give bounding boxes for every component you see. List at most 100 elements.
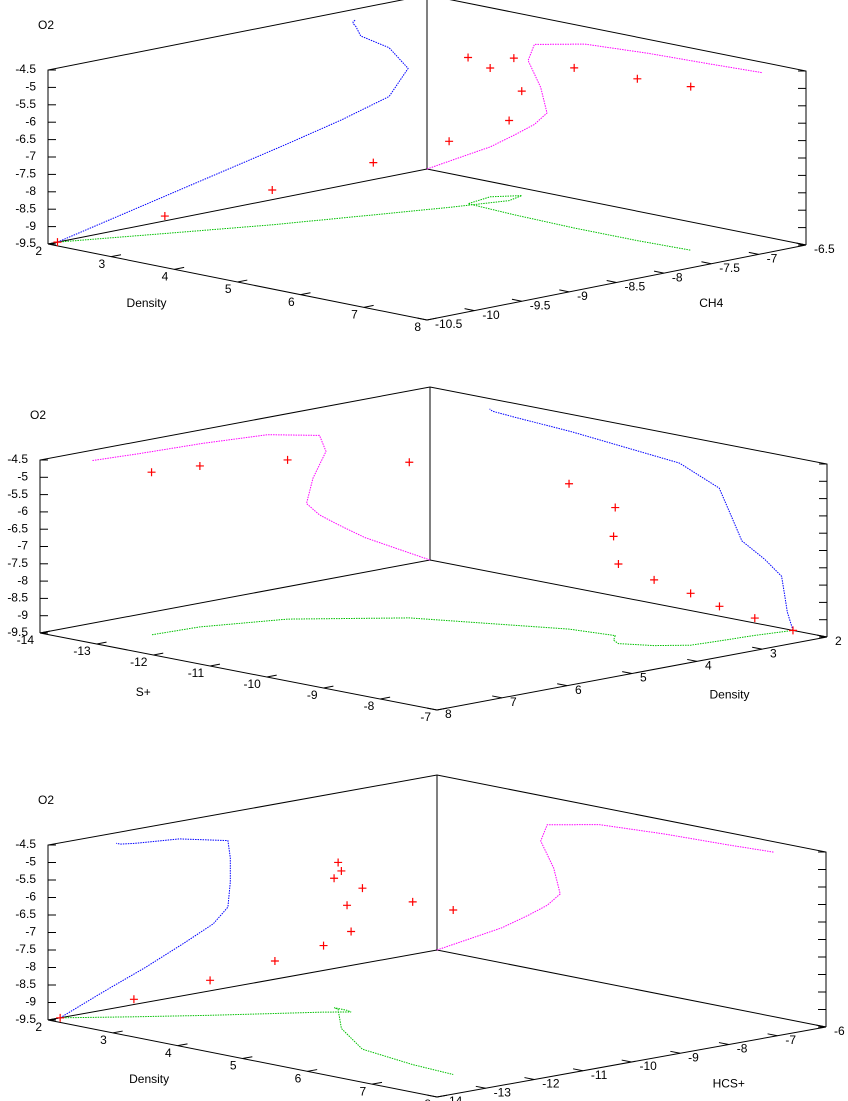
z-tick-label: -9.5 bbox=[7, 625, 28, 639]
a-tick bbox=[111, 254, 122, 258]
a-tick-label: 7 bbox=[359, 1084, 366, 1098]
point bbox=[319, 941, 328, 950]
point bbox=[570, 63, 579, 72]
projection-z bbox=[151, 617, 794, 647]
panel: -9.5 -9 -8.5 -8 -7.5 -7 -6.5 -6 -5.5 -5 -4.5 O2 2 3 4 5… bbox=[15, 774, 845, 1101]
b-tick-label: 8 bbox=[445, 707, 452, 721]
point bbox=[464, 53, 473, 62]
point bbox=[270, 956, 279, 965]
point bbox=[686, 589, 695, 598]
z-axis-label: O2 bbox=[38, 793, 54, 807]
b-tick bbox=[718, 1042, 729, 1045]
point bbox=[268, 185, 277, 194]
point bbox=[405, 458, 414, 467]
a-tick bbox=[372, 1081, 383, 1085]
panel: -9.5 -9 -8.5 -8 -7.5 -7 -6.5 -6 -5.5 -5 -4.5 O2 2 3 4 5… bbox=[15, 0, 835, 334]
b-tick bbox=[524, 1077, 535, 1080]
point bbox=[343, 901, 352, 910]
z-tick-label: -4.5 bbox=[7, 452, 28, 466]
b-axis-label: CH4 bbox=[699, 296, 723, 310]
a-tick bbox=[323, 685, 334, 689]
b-tick-label: -13 bbox=[494, 1085, 512, 1099]
z-tick-label: -7.5 bbox=[7, 556, 28, 570]
z-tick-label: -5.5 bbox=[7, 487, 28, 501]
point bbox=[609, 532, 618, 541]
point bbox=[206, 976, 215, 985]
z-tick-label: -5.5 bbox=[15, 872, 36, 886]
z-tick-label: -8 bbox=[25, 184, 36, 198]
panel: -9.5 -9 -8.5 -8 -7.5 -7 -6.5 -6 -5.5 -5 -4.5 O2 -14 -… bbox=[7, 386, 842, 724]
a-tick bbox=[96, 641, 107, 645]
point bbox=[788, 626, 797, 635]
b-tick-label: -8 bbox=[672, 270, 683, 284]
b-tick-label: 7 bbox=[510, 695, 517, 709]
a-tick bbox=[47, 1017, 58, 1021]
z-tick-label: -8 bbox=[17, 573, 28, 587]
point bbox=[160, 212, 169, 221]
a-tick-label: -13 bbox=[73, 644, 91, 658]
a-tick-label: 8 bbox=[414, 320, 421, 334]
b-tick-label: 6 bbox=[575, 683, 582, 697]
point bbox=[358, 884, 367, 893]
a-tick bbox=[307, 1069, 318, 1072]
point bbox=[330, 874, 339, 883]
a-tick bbox=[153, 652, 164, 656]
a-tick-label: -10 bbox=[244, 677, 262, 691]
point bbox=[750, 614, 759, 623]
b-tick bbox=[572, 1068, 583, 1072]
a-tick bbox=[426, 317, 437, 321]
b-tick bbox=[492, 695, 503, 699]
a-tick bbox=[112, 1030, 123, 1034]
z-tick-label: -5 bbox=[25, 80, 36, 94]
point bbox=[337, 866, 346, 875]
b-tick bbox=[701, 261, 712, 265]
point bbox=[614, 560, 623, 569]
projection-x bbox=[489, 408, 794, 631]
projection-z bbox=[60, 1007, 454, 1075]
a-tick bbox=[39, 630, 50, 634]
point bbox=[686, 82, 695, 91]
a-tick-label: -14 bbox=[17, 633, 35, 647]
a-tick bbox=[210, 663, 221, 667]
a-axis-label: S+ bbox=[136, 685, 151, 699]
z-tick-label: -9.5 bbox=[15, 236, 36, 250]
point bbox=[53, 238, 62, 247]
a-axis-label: Density bbox=[127, 296, 167, 310]
point bbox=[56, 1013, 65, 1022]
b-axis-label: HCS+ bbox=[713, 1077, 745, 1091]
b-tick bbox=[816, 1024, 827, 1028]
z-tick-label: -5 bbox=[25, 855, 36, 869]
b-tick bbox=[606, 280, 617, 283]
b-tick bbox=[417, 317, 428, 321]
a-tick-label: 2 bbox=[35, 244, 42, 258]
a-tick bbox=[300, 292, 311, 296]
projection-x bbox=[57, 19, 409, 243]
b-tick-label: -8 bbox=[737, 1042, 748, 1056]
a-tick-label: -11 bbox=[188, 666, 205, 680]
b-tick-label: -9 bbox=[577, 289, 588, 303]
a-axis-label: Density bbox=[129, 1072, 169, 1086]
z-tick-label: -6.5 bbox=[15, 907, 36, 921]
z-axis-label: O2 bbox=[38, 18, 54, 32]
projection-y bbox=[91, 434, 431, 561]
z-tick-label: -6 bbox=[25, 890, 36, 904]
b-tick-label: -14 bbox=[445, 1094, 463, 1101]
b-tick-label: -9.5 bbox=[530, 298, 551, 312]
b-tick bbox=[670, 1050, 681, 1054]
z-tick-label: -6 bbox=[25, 114, 36, 128]
b-tick bbox=[752, 646, 763, 650]
b-tick-label: -6 bbox=[834, 1024, 845, 1038]
b-tick bbox=[687, 658, 698, 662]
point bbox=[650, 575, 659, 584]
point bbox=[129, 995, 138, 1004]
z-tick-label: -9 bbox=[25, 219, 36, 233]
point bbox=[633, 74, 642, 83]
b-tick bbox=[464, 308, 475, 312]
point bbox=[445, 137, 454, 146]
z-tick-label: -4.5 bbox=[15, 837, 36, 851]
a-tick-label: 2 bbox=[35, 1020, 42, 1034]
a-tick bbox=[174, 266, 185, 270]
z-tick-label: -8.5 bbox=[7, 591, 28, 605]
b-tick bbox=[748, 251, 759, 255]
